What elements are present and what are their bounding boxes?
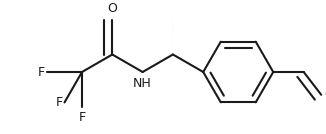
Text: NH: NH: [133, 77, 152, 90]
Text: F: F: [79, 111, 85, 124]
Text: O: O: [107, 3, 117, 16]
Text: O: O: [324, 88, 326, 101]
Text: F: F: [56, 96, 63, 109]
Text: F: F: [38, 66, 45, 79]
